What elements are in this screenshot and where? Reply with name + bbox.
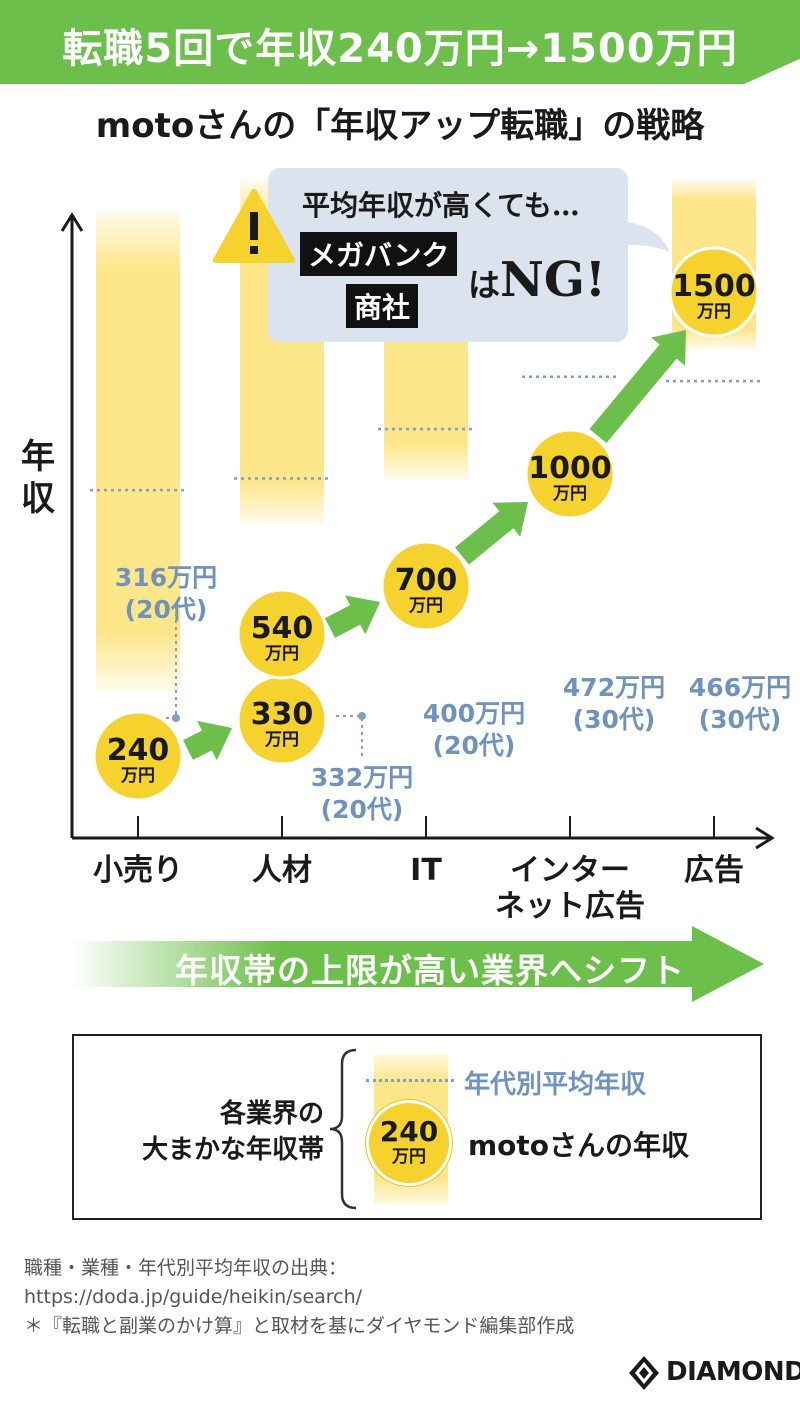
step-arrow-2: [324, 595, 380, 638]
step-arrow-3: [455, 502, 528, 565]
callout-text: 平均年収が高くても…: [302, 189, 580, 222]
salary-circle-0: [92, 710, 184, 802]
salary-value-4: 1000: [528, 451, 612, 486]
average-age-label-0: (20代): [125, 595, 208, 624]
legend-band-label-line2: 大まかな年収帯: [141, 1135, 324, 1165]
salary-unit-2: 万円: [264, 644, 299, 664]
salary-value-3: 700: [395, 563, 458, 598]
source-line1: 職種・業種・年代別平均年収の出典：: [24, 1257, 348, 1279]
x-tick-label-3-1: ネット広告: [495, 889, 645, 920]
salary-circle-4: [524, 428, 616, 520]
callout-ha: は: [468, 266, 501, 304]
x-axis-arrowhead: [755, 826, 775, 850]
salary-unit-1: 万円: [264, 730, 299, 750]
average-age-label-4: (30代): [699, 705, 782, 734]
average-age-label-1: (20代): [321, 795, 404, 824]
average-label-3: 472万円: [563, 673, 665, 702]
legend-moto-label: motoさんの年収: [468, 1129, 690, 1162]
average-label-4: 466万円: [689, 673, 791, 702]
salary-unit-3: 万円: [408, 596, 443, 616]
callout-ng: はNG!: [468, 252, 606, 308]
legend-avg-label: 年代別平均年収: [464, 1070, 647, 1100]
legend-sample-value: 240: [379, 1115, 439, 1148]
callout-ng-text: NG!: [500, 252, 606, 308]
warning-icon: [213, 189, 295, 263]
y-axis-label-text: 年収: [21, 437, 55, 519]
page-title: 転職5回で年収240万円→1500万円: [62, 26, 738, 72]
legend-salary-circle: 240 万円: [366, 1100, 452, 1186]
average-leader-dot-0: [172, 714, 180, 722]
shift-label: 年収帯の上限が高い業界へシフト: [175, 951, 685, 990]
callout-tag-megabank: メガバンク: [300, 232, 458, 276]
brand-name: DIAMOND: [666, 1357, 800, 1387]
salary-unit-0: 万円: [120, 766, 155, 786]
source-line2: https://doda.jp/guide/heikin/search/: [24, 1286, 363, 1308]
chart-subtitle: motoさんの「年収アップ転職」の戦略: [95, 106, 705, 146]
legend-band-label: 各業界の 大まかな年収帯: [104, 1096, 324, 1168]
x-tick-label-0-0: 小売り: [93, 853, 183, 888]
salary-circle-5: [668, 246, 760, 338]
shift-arrow: [72, 926, 764, 1002]
step-arrow-0: [183, 720, 232, 761]
callout-tail: [614, 221, 670, 252]
y-axis-label: 年収: [16, 436, 60, 520]
x-tick-label-4-0: 広告: [684, 853, 744, 888]
average-label-1: 332万円: [311, 763, 413, 792]
salary-circle-2: [236, 588, 328, 680]
x-tick-label-3-0: インター: [510, 853, 630, 888]
salary-value-2: 540: [251, 611, 314, 646]
average-label-0: 316万円: [115, 563, 217, 592]
legend-avg-line: [366, 1079, 454, 1082]
salary-band-0: [96, 210, 180, 691]
step-arrow-4: [589, 330, 686, 444]
legend-band-label-line1: 各業界の: [219, 1099, 324, 1129]
average-age-label-3: (30代): [573, 705, 656, 734]
salary-value-0: 240: [107, 733, 170, 768]
average-leader-1: [336, 715, 363, 756]
diamond-logo-icon: [629, 1356, 659, 1390]
average-age-label-2: (20代): [433, 731, 516, 760]
x-tick-label-1-0: 人材: [252, 853, 312, 888]
salary-value-5: 1500: [672, 269, 756, 304]
average-leader-dot-1: [358, 712, 366, 720]
x-tick-label-2-0: IT: [410, 853, 442, 888]
salary-unit-4: 万円: [552, 484, 587, 504]
salary-value-1: 330: [251, 697, 314, 732]
salary-circle-3: [380, 540, 472, 632]
source-note: 職種・業種・年代別平均年収の出典： https://doda.jp/guide/…: [24, 1254, 574, 1341]
average-label-2: 400万円: [423, 699, 525, 728]
salary-unit-5: 万円: [696, 302, 731, 322]
y-axis-arrowhead: [60, 212, 84, 232]
title-banner: [0, 0, 800, 84]
source-line3: ＊『転職と副業のかけ算』と取材を基にダイヤモンド編集部作成: [24, 1315, 575, 1337]
legend-sample-unit: 万円: [392, 1147, 426, 1167]
callout-tag-shosha: 商社: [346, 284, 419, 328]
legend-brace: [329, 1048, 357, 1210]
